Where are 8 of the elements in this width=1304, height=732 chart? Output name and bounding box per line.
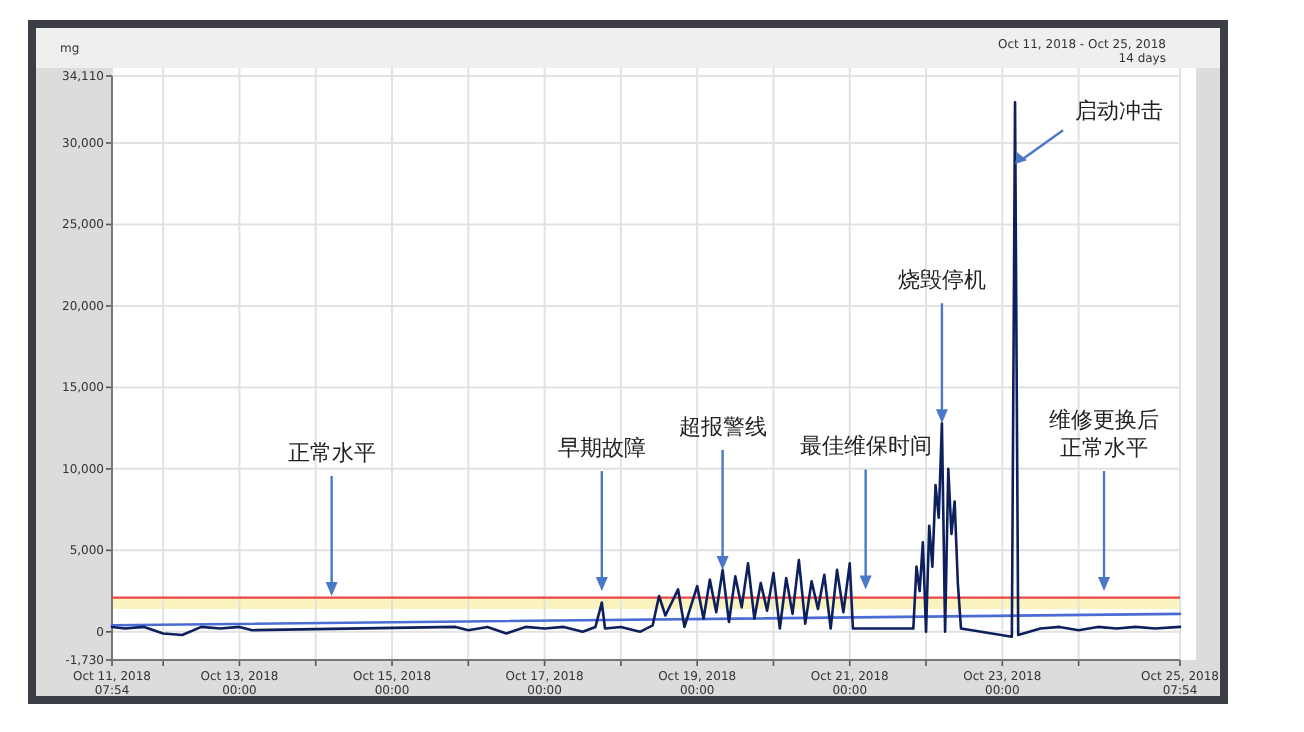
line-series <box>110 100 1182 638</box>
annotation: 最佳维保时间 <box>799 433 932 460</box>
annotation: 启动冲击 <box>1075 98 1164 125</box>
annotation: 早期故障 <box>557 435 646 462</box>
annotation: 正常水平 <box>287 439 376 466</box>
annotation: 维修更换后正常水平 <box>1049 407 1160 462</box>
annotation: 超报警线 <box>678 413 767 440</box>
annotation: 烧毁停机 <box>897 267 986 294</box>
